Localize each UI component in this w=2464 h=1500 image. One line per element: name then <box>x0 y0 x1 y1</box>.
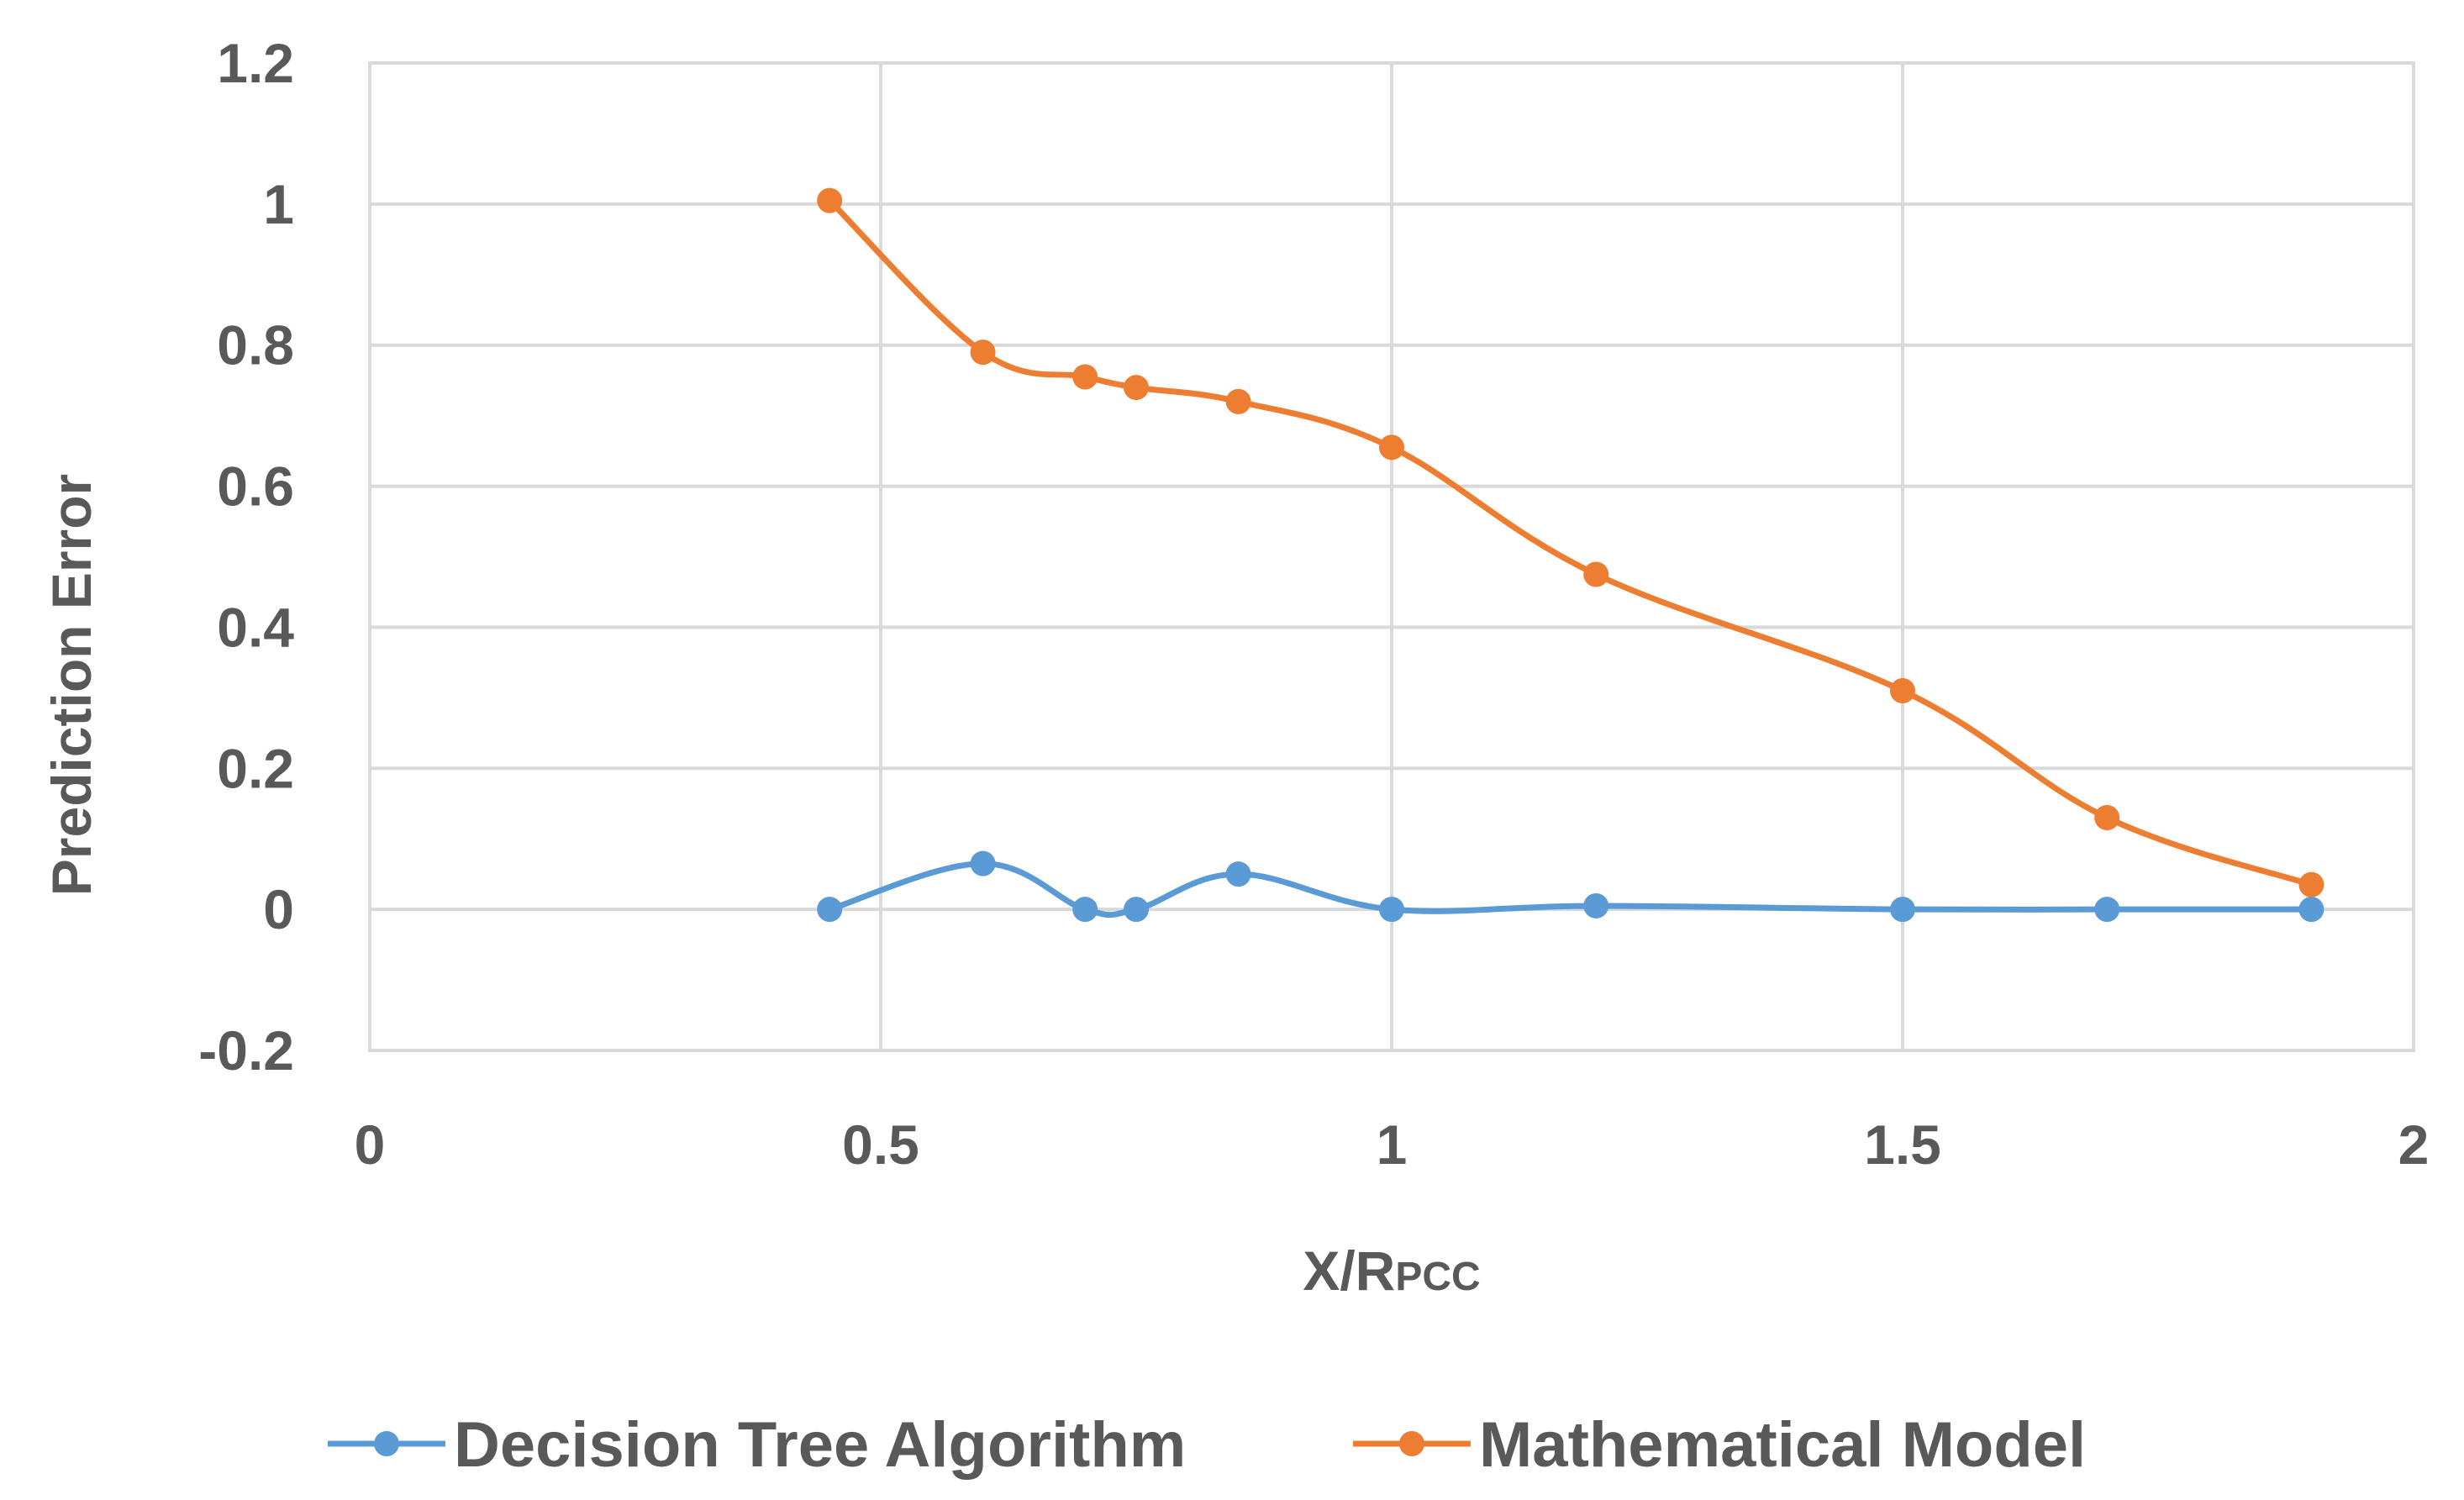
x-tick-label: 2 <box>2398 1113 2430 1176</box>
data-point <box>1225 861 1251 887</box>
data-point <box>1890 677 1915 703</box>
data-point <box>1124 897 1149 923</box>
data-point <box>817 187 843 213</box>
data-point <box>1583 561 1609 587</box>
data-point <box>1124 375 1149 401</box>
legend-marker <box>374 1431 399 1456</box>
y-axis-title: Prediction Error <box>40 474 103 896</box>
data-point <box>970 850 996 876</box>
legend-item: Mathematical Model <box>1353 1409 2086 1481</box>
plot-area-border <box>368 61 2415 1052</box>
series-mathematical-model <box>817 187 2324 897</box>
series-line <box>826 197 2314 888</box>
data-point <box>2298 897 2324 923</box>
data-point <box>1379 434 1404 461</box>
x-axis-title: X/RPCC <box>1303 1239 1480 1302</box>
y-tick-label: -0.2 <box>198 1019 294 1082</box>
tick-labels: -0.2 0 0.2 0.4 0.6 0.8 1 1.2 0 0.5 1 1.5 2 <box>198 32 2429 1176</box>
x-axis-title-main: X/R <box>1303 1239 1395 1302</box>
y-tick-label: 0.6 <box>217 455 294 518</box>
y-tick-label: 0 <box>263 878 294 940</box>
data-point <box>1072 364 1098 390</box>
data-point <box>817 897 843 923</box>
data-point <box>1583 892 1609 918</box>
y-tick-label: 1.2 <box>217 32 294 94</box>
data-point <box>970 339 996 366</box>
x-tick-label: 1 <box>1377 1113 1408 1176</box>
data-point <box>2094 897 2120 923</box>
legend-item: Decision Tree Algorithm <box>328 1409 1186 1481</box>
data-point <box>2094 805 2120 831</box>
legend-marker <box>1399 1431 1424 1456</box>
series-decision-tree <box>817 850 2324 923</box>
legend-label: Decision Tree Algorithm <box>454 1409 1186 1481</box>
x-tick-label: 0.5 <box>842 1113 919 1176</box>
data-point <box>1225 388 1251 414</box>
data-point <box>1890 897 1915 923</box>
y-tick-label: 0.8 <box>217 314 294 376</box>
series-layer <box>817 187 2324 923</box>
series-line <box>826 861 2314 918</box>
y-tick-label: 1 <box>263 173 294 235</box>
data-point <box>1072 897 1098 923</box>
data-point <box>1379 897 1404 923</box>
y-tick-label: 0.4 <box>217 596 294 658</box>
legend-label: Mathematical Model <box>1479 1409 2086 1481</box>
y-tick-label: 0.2 <box>217 737 294 799</box>
x-tick-label: 1.5 <box>1864 1113 1941 1176</box>
data-point <box>2298 871 2324 897</box>
x-axis-title-subscript: PCC <box>1395 1255 1480 1299</box>
x-tick-label: 0 <box>355 1113 386 1176</box>
legend: Decision Tree Algorithm Mathematical Mode… <box>328 1409 2086 1481</box>
